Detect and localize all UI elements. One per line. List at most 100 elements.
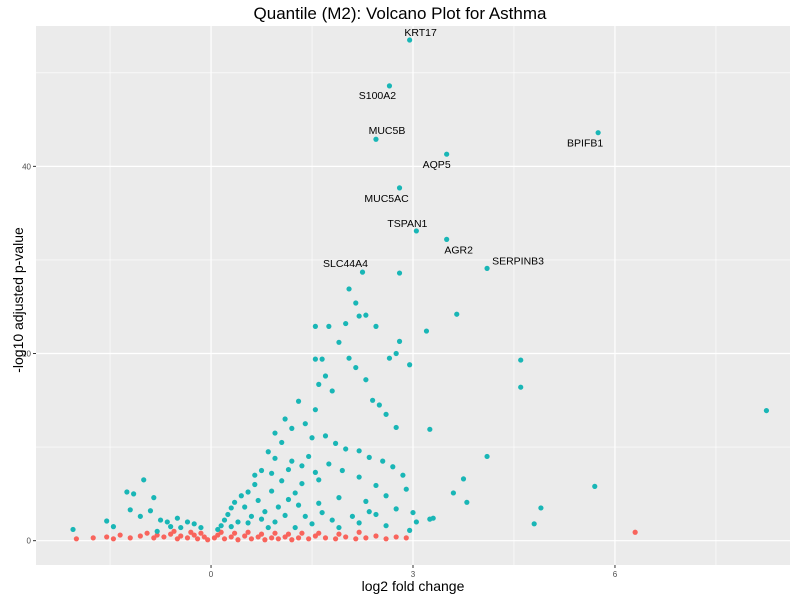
y-tick-label: 20 (22, 350, 31, 359)
y-axis: 0 20 40 (22, 162, 36, 546)
nonsignificant-point (295, 535, 302, 541)
significant-point (343, 446, 349, 452)
significant-point (131, 491, 137, 497)
significant-point (336, 495, 342, 501)
nonsignificant-point (316, 530, 322, 536)
significant-point (147, 508, 154, 514)
nonsignificant-points (73, 528, 638, 543)
significant-point (252, 481, 258, 488)
significant-point (258, 467, 265, 474)
point-label: SLC44A4 (323, 258, 368, 270)
significant-point (400, 472, 406, 478)
nonsignificant-point (248, 536, 255, 542)
significant-point (245, 489, 251, 495)
nonsignificant-point (184, 535, 191, 541)
nonsignificant-point (117, 532, 123, 538)
nonsignificant-point (363, 535, 369, 541)
nonsignificant-point (289, 537, 295, 543)
significant-point (295, 398, 302, 404)
significant-point (356, 474, 362, 480)
y-tick-label: 40 (22, 162, 31, 171)
significant-point (309, 435, 315, 441)
significant-point (124, 489, 130, 495)
significant-point (228, 524, 234, 530)
labeled-point (484, 265, 490, 271)
significant-point (174, 515, 180, 521)
y-axis-label: -log10 adjusted p-value (10, 227, 26, 373)
significant-point (272, 455, 278, 461)
nonsignificant-point (242, 533, 248, 539)
nonsignificant-point (332, 536, 339, 542)
significant-point (316, 477, 322, 483)
significant-point (383, 523, 389, 529)
significant-point (393, 424, 399, 431)
significant-point (427, 516, 433, 522)
nonsignificant-point (110, 536, 117, 542)
significant-point (312, 469, 318, 475)
point-label: MUC5AC (364, 193, 409, 205)
significant-point (366, 509, 372, 515)
significant-point (460, 476, 467, 482)
significant-point (319, 509, 325, 516)
nonsignificant-point (198, 530, 204, 536)
significant-point (356, 520, 362, 526)
significant-point (258, 516, 265, 522)
significant-point (282, 416, 288, 422)
significant-point (393, 350, 399, 357)
significant-point (285, 496, 292, 503)
significant-point (343, 320, 349, 327)
significant-point (272, 430, 278, 436)
significant-point (312, 323, 318, 329)
significant-point (157, 517, 164, 523)
significant-point (356, 313, 362, 319)
nonsignificant-point (322, 535, 329, 541)
significant-point (390, 464, 396, 470)
significant-point (302, 513, 308, 519)
y-tick-label: 0 (27, 537, 32, 546)
significant-point (265, 524, 271, 531)
x-axis: 0 3 6 (209, 565, 618, 579)
point-label: BPIFB1 (567, 138, 603, 150)
significant-point (450, 490, 456, 496)
x-tick-label: 0 (209, 570, 214, 579)
significant-point (292, 490, 298, 496)
significant-point (215, 526, 221, 533)
significant-point (370, 397, 376, 403)
significant-point (454, 311, 460, 317)
nonsignificant-point (393, 534, 399, 540)
significant-point (164, 519, 170, 525)
x-tick-label: 3 (411, 570, 416, 579)
significant-point (373, 323, 379, 329)
significant-point (413, 519, 419, 525)
significant-point (127, 507, 133, 513)
significant-point (592, 483, 598, 489)
significant-point (289, 458, 295, 464)
significant-point (329, 517, 335, 523)
significant-point (319, 356, 325, 362)
significant-point (363, 312, 369, 318)
significant-point (245, 520, 251, 526)
significant-point (353, 364, 359, 371)
significant-point (282, 512, 288, 519)
nonsignificant-point (285, 531, 292, 537)
labeled-point (386, 83, 393, 89)
significant-point (363, 498, 369, 504)
significant-point (137, 513, 143, 519)
chart-title: Quantile (M2): Volcano Plot for Asthma (253, 4, 547, 23)
labeled-point (413, 228, 419, 234)
grid-major (36, 26, 790, 565)
nonsignificant-point (127, 535, 133, 541)
significant-point (518, 384, 524, 390)
significant-point (184, 519, 191, 525)
significant-point (363, 377, 369, 383)
significant-point (252, 472, 258, 478)
significant-point (538, 505, 544, 511)
labeled-point (359, 269, 366, 275)
significant-point (383, 411, 389, 417)
significant-point (410, 509, 416, 516)
significant-point (198, 524, 204, 531)
point-label: SERPINB3 (492, 255, 544, 267)
significant-point (231, 499, 238, 505)
significant-point (326, 461, 332, 467)
